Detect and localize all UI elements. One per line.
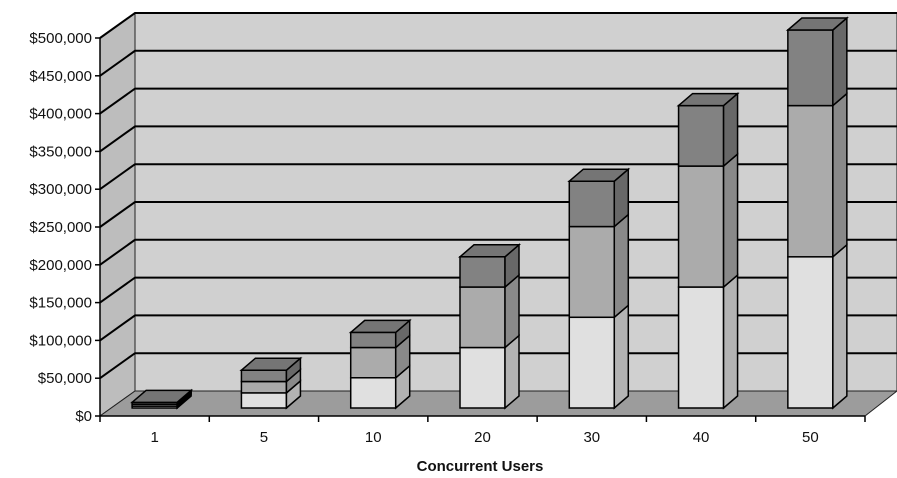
gridline <box>99 238 897 266</box>
bar-stack-10 <box>348 318 412 410</box>
y-tick-label: $450,000 <box>29 68 92 85</box>
bars <box>130 16 849 410</box>
gridlines <box>99 12 897 380</box>
bar-stack-30 <box>567 167 631 410</box>
x-axis-title: Concurrent Users <box>417 458 544 475</box>
bar-top <box>348 319 412 334</box>
bar-segment-front <box>787 29 834 107</box>
bar-stack-20 <box>457 243 522 410</box>
bar-top <box>130 389 194 404</box>
x-tick-label: 40 <box>693 429 710 446</box>
bar-stack-40 <box>676 91 740 410</box>
y-tick-label: $500,000 <box>29 30 92 47</box>
y-tick-labels: $0 $50,000 $100,000 $150,000 $200,000 $250,00… <box>29 30 92 425</box>
gridline <box>99 125 897 153</box>
x-tick-label: 50 <box>802 429 819 446</box>
bar-segment-side <box>832 16 848 108</box>
bar-segment-side <box>722 152 739 289</box>
axes <box>95 37 866 422</box>
bar-stack-50 <box>785 16 849 410</box>
bar-segment-front <box>787 256 834 409</box>
bar-top <box>785 17 849 31</box>
y-tick-label: $300,000 <box>29 181 92 198</box>
y-tick-label: $0 <box>75 408 92 425</box>
gridline <box>99 201 897 228</box>
bar-segment-front <box>677 104 725 167</box>
bar-segment-front <box>240 369 288 383</box>
bar-segment-side <box>722 273 739 410</box>
gridline <box>99 276 897 304</box>
bar-segment-front <box>459 346 506 409</box>
x-tick-labels: 1 5 10 20 30 40 50 <box>150 429 818 446</box>
bar-stack-1 <box>130 388 194 410</box>
bar-top <box>676 92 740 107</box>
bar-segment-side <box>613 303 630 410</box>
y-tick-label: $100,000 <box>29 332 92 349</box>
gridline <box>99 12 897 39</box>
y-tick-label: $50,000 <box>38 370 92 387</box>
gridline <box>99 163 897 191</box>
bar-segment-side <box>832 243 848 410</box>
bar-segment-front <box>568 225 616 319</box>
y-tick-label: $150,000 <box>29 295 92 312</box>
bar-segment-side <box>613 212 630 319</box>
bar-segment-front <box>677 165 725 288</box>
bar-segment-front <box>568 316 616 409</box>
bar-segment-front <box>677 286 725 409</box>
bar-segment-front <box>349 377 397 409</box>
bar-segment-front <box>459 256 506 288</box>
bar-top <box>239 357 303 371</box>
y-tick-label: $200,000 <box>29 257 92 274</box>
gridline <box>99 314 897 342</box>
y-tick-label: $400,000 <box>29 106 92 123</box>
bar-segment-front <box>568 180 616 228</box>
x-tick-label: 5 <box>260 429 268 446</box>
bar-top <box>567 168 631 182</box>
bar-segment-front <box>240 392 288 409</box>
bar-top <box>457 244 522 258</box>
bar-segment-front <box>459 286 506 349</box>
bar-stack-5 <box>239 356 303 410</box>
gridline <box>99 352 897 380</box>
y-tick-label: $350,000 <box>29 143 92 160</box>
gridline <box>99 87 897 115</box>
bar-segment-front <box>349 346 397 379</box>
x-tick-label: 10 <box>365 429 382 446</box>
x-tick-label: 20 <box>474 429 491 446</box>
gridline <box>99 49 897 77</box>
x-tick-label: 30 <box>583 429 600 446</box>
bar-segment-front <box>349 331 397 349</box>
bar-segment-side <box>832 91 848 259</box>
x-tick-label: 1 <box>150 429 158 446</box>
bar-segment-front <box>240 380 288 394</box>
y-tick-label: $250,000 <box>29 219 92 236</box>
bar-segment-front <box>787 104 834 258</box>
